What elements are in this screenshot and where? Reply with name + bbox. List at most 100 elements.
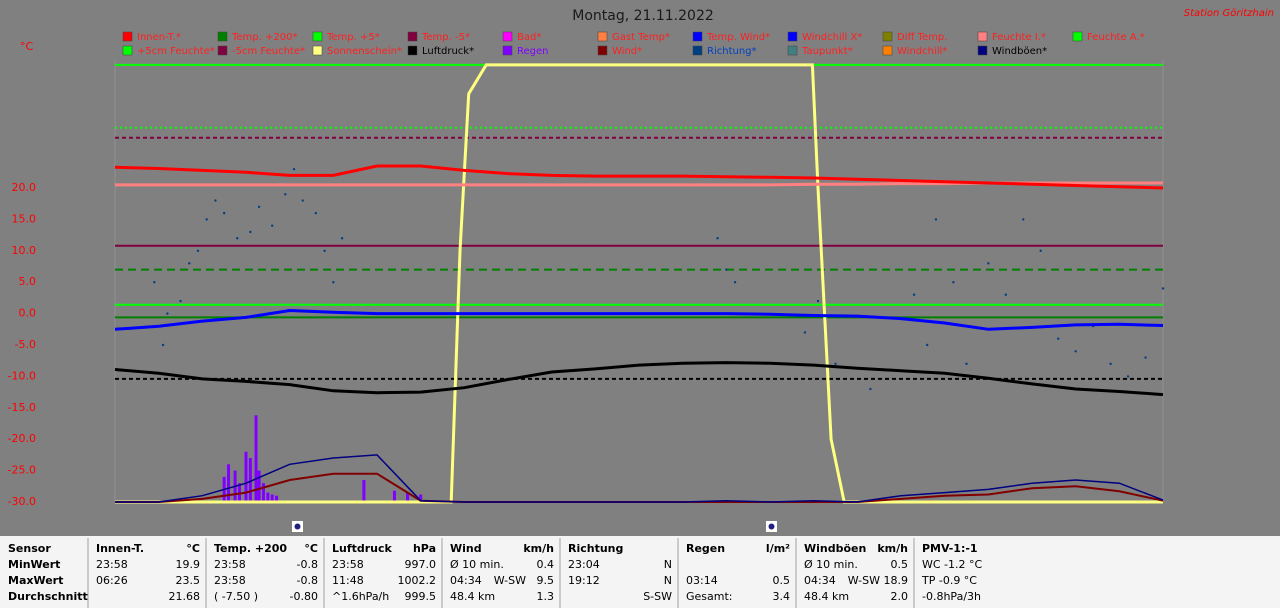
table-cell: Regen	[686, 542, 725, 555]
table-cell: -0.8	[297, 558, 318, 571]
table-cell: Luftdruck	[332, 542, 393, 555]
legend-label: Gast Temp*	[612, 32, 670, 43]
y-tick-label: 10.0	[12, 244, 37, 257]
table-cell: 23:58	[96, 558, 128, 571]
table-cell: km/h	[877, 542, 908, 555]
sun-icon	[292, 521, 303, 532]
y-tick-label: -15.0	[8, 401, 36, 414]
table-cell: 0.5	[773, 574, 791, 587]
legend-label: -5cm Feuchte*	[232, 46, 305, 57]
table-cell: N	[664, 574, 672, 587]
y-tick-label: -10.0	[8, 369, 36, 382]
legend-swatch	[787, 31, 798, 42]
table-cell: Innen-T.	[96, 542, 144, 555]
rain-bar	[362, 480, 366, 502]
y-tick-label: 5.0	[19, 275, 37, 288]
legend-swatch	[692, 31, 703, 42]
sun-icon	[766, 521, 777, 532]
table-cell: °C	[304, 542, 318, 555]
direction-dot	[292, 167, 296, 171]
table-cell: ( -7.50 )	[214, 590, 258, 603]
legend-label: Temp. +200*	[231, 32, 297, 43]
y-tick-label: -20.0	[8, 432, 36, 445]
direction-dot	[257, 205, 261, 209]
table-cell: Wind	[450, 542, 482, 555]
table-cell: 19:12	[568, 574, 600, 587]
legend-label: Temp. +5*	[326, 32, 380, 43]
table-cell: l/m²	[766, 542, 790, 555]
direction-dot	[965, 362, 968, 366]
direction-dot	[952, 281, 955, 284]
table-cell: 0.5	[891, 558, 909, 571]
direction-dot	[803, 331, 807, 334]
series-line	[114, 361, 1164, 397]
legend-label: Temp. -5*	[421, 32, 470, 43]
series-line	[114, 308, 1164, 331]
legend-swatch	[597, 31, 608, 42]
direction-dot	[153, 281, 156, 284]
table-cell: 23:58	[214, 558, 246, 571]
table-cell: 21.68	[169, 590, 201, 603]
legend-swatch	[502, 45, 513, 56]
table-cell: ^1.6hPa/h	[332, 590, 389, 603]
legend-label: Innen-T.*	[137, 32, 181, 43]
y-tick-label: -30.0	[8, 495, 36, 508]
legend-label: Regen	[517, 46, 549, 57]
table-cell: 03:14	[686, 574, 718, 587]
direction-dot	[340, 237, 344, 240]
table-cell: 04:34	[450, 574, 482, 587]
legend-swatch	[692, 45, 703, 56]
legend-swatch	[407, 31, 418, 42]
sunshine-line	[115, 63, 1163, 504]
table-cell: 06:26	[96, 574, 128, 587]
legend-label: Feuchte A.*	[1087, 32, 1145, 43]
table-cell: MaxWert	[8, 574, 63, 587]
legend-swatch	[407, 45, 418, 56]
legend-swatch	[1072, 31, 1083, 42]
table-cell: °C	[186, 542, 200, 555]
table-cell: 1002.2	[398, 574, 437, 587]
legend-label: Richtung*	[707, 46, 757, 57]
direction-dot	[987, 262, 990, 265]
chart-background	[0, 0, 1280, 536]
table-cell: 0.4	[537, 558, 555, 571]
rain-bar	[392, 490, 396, 502]
table-cell: Durchschnitt	[8, 590, 88, 603]
legend-swatch	[217, 45, 228, 56]
table-cell: 23:04	[568, 558, 600, 571]
y-tick-label: -25.0	[8, 464, 36, 477]
table-cell: -0.8	[297, 574, 318, 587]
table-cell: 04:34	[804, 574, 836, 587]
table-cell: 48.4 km	[450, 590, 495, 603]
table-cell: Gesamt:	[686, 590, 733, 603]
direction-dot	[1039, 249, 1042, 252]
direction-dot	[912, 293, 916, 296]
series-line	[114, 164, 1164, 190]
legend-label: Diff Temp.	[897, 32, 947, 43]
y-tick-label: 0.0	[19, 307, 37, 320]
table-cell: 48.4 km	[804, 590, 849, 603]
table-cell: WC -1.2 °C	[922, 558, 983, 571]
direction-dot	[1074, 350, 1077, 353]
direction-dot	[1161, 287, 1165, 290]
table-cell: km/h	[523, 542, 554, 555]
table-cell: hPa	[413, 542, 436, 555]
table-background	[0, 536, 1280, 608]
table-cell: 9.5	[537, 574, 555, 587]
legend-label: Windchill X*	[802, 32, 862, 43]
table-cell: Temp. +200	[214, 542, 287, 555]
table-cell: MinWert	[8, 558, 60, 571]
direction-dot	[1126, 375, 1130, 378]
table-cell: Ø 10 min.	[804, 558, 858, 571]
direction-dot	[166, 312, 169, 315]
direction-dot	[284, 193, 287, 196]
direction-dot	[1004, 293, 1007, 296]
direction-dot	[816, 299, 820, 303]
direction-dot	[301, 199, 304, 202]
y-tick-label: 20.0	[12, 181, 37, 194]
direction-dot	[188, 262, 191, 265]
legend-label: Windchill*	[897, 46, 947, 57]
direction-dot	[161, 343, 165, 347]
